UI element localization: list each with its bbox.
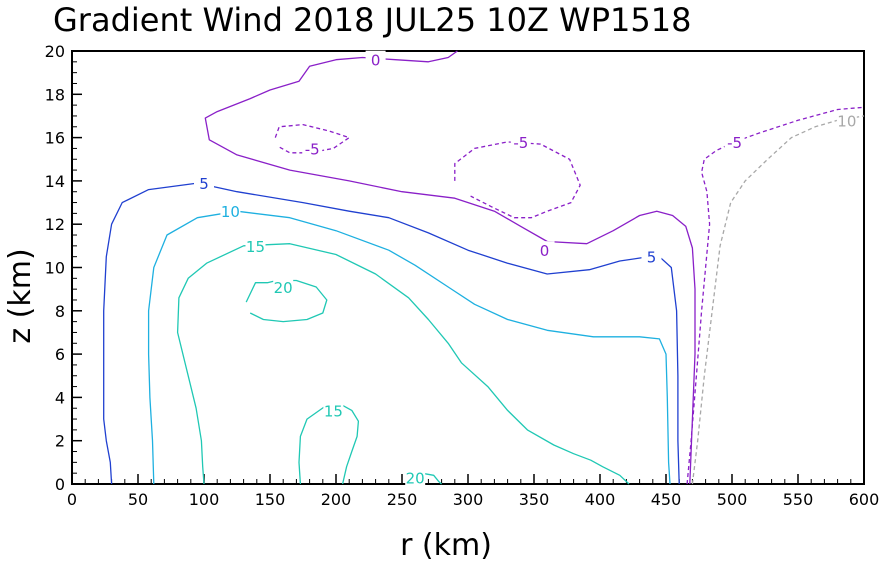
contour-label-backing (302, 139, 323, 157)
contour-label: 0 (371, 52, 381, 70)
x-tick-label: 100 (189, 490, 220, 509)
contour-line (204, 50, 696, 485)
contour-label: 0 (540, 242, 550, 260)
contour-label: 10 (221, 203, 240, 221)
x-tick-label: 150 (255, 490, 286, 509)
contour-line (147, 210, 671, 485)
x-tick-label: 450 (651, 490, 682, 509)
contour-label: 5 (647, 249, 657, 267)
x-tick-label: 0 (67, 490, 77, 509)
contour-label: 5 (199, 175, 209, 193)
y-tick-label: 6 (55, 345, 65, 364)
x-tick-label: 300 (453, 490, 484, 509)
contour-label-backing (245, 236, 266, 254)
contour-label: 20 (406, 470, 425, 488)
y-tick-label: 18 (45, 85, 65, 104)
contour-label-backing (365, 50, 386, 68)
chart-title: Gradient Wind 2018 JUL25 10Z WP1518 (53, 1, 691, 39)
contour-line (103, 182, 680, 485)
x-tick-label: 500 (717, 490, 748, 509)
contour-label-backing (220, 202, 241, 220)
contour-label-backing (405, 468, 426, 486)
contour-line (691, 115, 865, 485)
x-tick-label: 200 (321, 490, 352, 509)
y-tick-label: 4 (55, 388, 65, 407)
x-axis-ticks: 0 50 100 150 200 250 300 350 400 450 500 550 600 (67, 474, 879, 509)
y-tick-label: 14 (45, 172, 65, 191)
x-axis-label: r (km) (400, 528, 492, 560)
contour-label: -5 (305, 140, 320, 158)
x-tick-label: 50 (128, 490, 148, 509)
contour-label-backing (273, 277, 294, 295)
contour-label: 20 (274, 279, 293, 297)
contour-line (176, 243, 630, 485)
contour-label: 15 (324, 402, 343, 420)
contour-label: -5 (727, 134, 742, 152)
contour-label: -5 (513, 134, 528, 152)
x-tick-label: 400 (585, 490, 616, 509)
x-tick-label: 250 (387, 490, 418, 509)
y-tick-label: 10 (45, 259, 65, 278)
contour-lines (103, 50, 865, 485)
contour-line (298, 403, 360, 485)
contour-label-backing (724, 132, 745, 150)
contour-label-backing (510, 132, 531, 150)
contour-label-backing (534, 241, 555, 259)
y-tick-label: 16 (45, 129, 65, 148)
y-axis-label: z (km) (3, 248, 38, 343)
contour-label-backing (641, 247, 662, 265)
contour-label-backing (323, 401, 344, 419)
y-tick-label: 0 (55, 475, 65, 494)
y-tick-label: 8 (55, 302, 65, 321)
contour-line (454, 141, 581, 219)
contour-line (686, 106, 865, 485)
y-tick-label: 12 (45, 215, 65, 234)
x-tick-label: 350 (519, 490, 550, 509)
contour-labels: 0 0 5 5 10 15 15 20 20 -5 -5 -5 10 (194, 50, 857, 488)
x-tick-label: 550 (783, 490, 814, 509)
y-tick-label: 2 (55, 432, 65, 451)
y-tick-label: 20 (45, 42, 65, 61)
contour-line (245, 279, 328, 323)
plot-frame (71, 50, 865, 485)
contour-label: 10 (837, 112, 856, 130)
y-axis-ticks: 0 2 4 6 8 10 12 14 16 18 20 (45, 42, 82, 494)
contour-label: 15 (246, 238, 265, 256)
contour-label-backing (194, 174, 214, 192)
contour-label-backing (836, 111, 857, 129)
x-tick-label: 600 (849, 490, 879, 509)
